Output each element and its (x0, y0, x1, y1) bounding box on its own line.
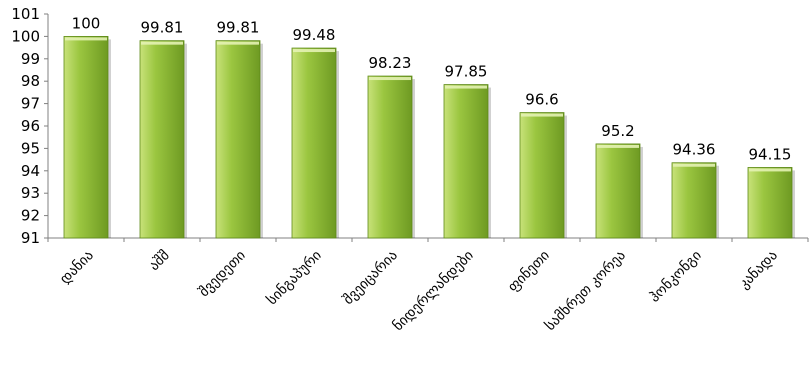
data-label: 100 (72, 14, 101, 32)
category-label: სამხრეთ კორეა (542, 247, 629, 334)
y-tick-label: 92 (21, 207, 40, 225)
bar-highlight (65, 37, 107, 41)
bars (63, 36, 795, 239)
bar (367, 75, 413, 239)
bar-highlight (597, 144, 639, 148)
category-label: ჰონკონგი (647, 248, 705, 306)
data-label: 98.23 (369, 54, 412, 72)
category-label: შვეიცარია (340, 247, 401, 308)
x-axis (47, 237, 809, 242)
category-label: ფინეთი (505, 248, 553, 296)
y-axis: 91 92 93 94 95 96 97 98 99 100 101 (11, 5, 49, 247)
y-tick-label: 91 (21, 229, 40, 247)
category-label: კანადა (736, 248, 781, 293)
data-label: 97.85 (445, 63, 488, 81)
bar-highlight (521, 113, 563, 117)
data-label: 95.2 (601, 122, 634, 140)
y-tick-label: 97 (21, 95, 40, 113)
category-label: აშშ (146, 248, 173, 275)
bar (139, 40, 185, 239)
data-label: 94.36 (673, 141, 716, 159)
bar-highlight (445, 85, 487, 89)
bar (519, 112, 565, 239)
data-label: 99.81 (141, 19, 184, 37)
bar-highlight (673, 163, 715, 167)
bar-highlight (369, 77, 411, 81)
bar-highlight (217, 41, 259, 45)
data-label: 99.81 (217, 19, 260, 37)
y-tick-label: 98 (21, 72, 40, 90)
y-tick-label: 93 (21, 184, 40, 202)
category-label: ნიდერლანდები (389, 247, 476, 334)
bar (595, 143, 641, 239)
y-tick-label: 101 (11, 5, 40, 23)
bar (747, 167, 793, 239)
bar (443, 84, 489, 239)
category-label: სინგაპური (263, 247, 324, 308)
data-label: 94.15 (749, 145, 792, 163)
y-tick-label: 94 (21, 162, 40, 180)
bar-highlight (749, 168, 791, 172)
bar-highlight (293, 49, 335, 53)
bar (671, 162, 717, 239)
category-labels: დანია აშშ შვედეთი სინგაპური შვეიცარიანიდერლა… (57, 247, 781, 334)
y-tick-label: 95 (21, 139, 40, 157)
bar-highlight (141, 41, 183, 45)
bar (215, 40, 261, 239)
bar (63, 36, 109, 239)
data-label: 99.48 (293, 26, 336, 44)
bar (291, 47, 337, 239)
y-tick-label: 96 (21, 117, 40, 135)
y-tick-label: 100 (11, 27, 40, 45)
data-labels: 100 99.81 99.81 99.48 98.23 97.85 96.6 95.2 94.3… (72, 14, 792, 163)
category-label: შვედეთი (196, 248, 249, 301)
y-tick-label: 99 (21, 50, 40, 68)
category-label: დანია (57, 248, 97, 288)
data-label: 96.6 (525, 91, 558, 109)
